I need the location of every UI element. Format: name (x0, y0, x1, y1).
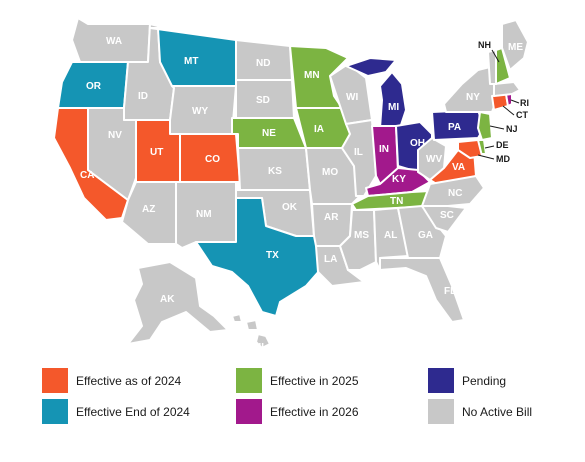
label-NY: NY (466, 92, 480, 103)
label-AR: AR (324, 212, 339, 223)
label-TX: TX (266, 250, 279, 261)
label-WY: WY (192, 106, 208, 117)
label-AK: AK (160, 294, 175, 305)
state-GA (397, 205, 447, 259)
label-IL: IL (354, 147, 363, 158)
label-KY: KY (392, 174, 406, 185)
leader-DE (484, 145, 495, 149)
label-AZ: AZ (142, 204, 155, 215)
leader-CT (502, 105, 515, 116)
label-MD: MD (496, 154, 510, 164)
state-TX (195, 197, 321, 317)
label-WV: WV (426, 154, 442, 165)
label-NM: NM (196, 209, 212, 220)
label-SC: SC (440, 210, 454, 221)
label-NV: NV (108, 130, 122, 141)
label-CT: CT (516, 110, 528, 120)
label-NC: NC (448, 188, 462, 199)
label-WA: WA (106, 36, 122, 47)
label-OH: OH (410, 138, 425, 149)
state-NH (495, 47, 511, 85)
label-LA: LA (324, 254, 337, 265)
label-AL: AL (384, 230, 397, 241)
label-CO: CO (205, 154, 220, 165)
label-UT: UT (150, 147, 163, 158)
label-MI: MI (388, 102, 399, 113)
state-AK (127, 261, 229, 345)
label-OR: OR (86, 81, 102, 92)
label-ND: ND (256, 58, 270, 69)
state-MD (457, 139, 483, 159)
label-GA: GA (418, 230, 433, 241)
label-PA: PA (448, 122, 461, 133)
leader-MD (477, 154, 495, 160)
state-labels: WA OR CA ID NV MT WY UT AZ CO NM ND SD N… (80, 36, 529, 353)
state-NJ (477, 111, 493, 141)
label-MN: MN (304, 70, 320, 81)
leader-RI (510, 99, 520, 104)
label-RI: RI (520, 98, 529, 108)
label-OK: OK (282, 202, 298, 213)
label-FL: FL (444, 286, 456, 297)
label-VA: VA (452, 162, 465, 173)
label-ME: ME (508, 42, 523, 53)
label-MT: MT (184, 56, 198, 67)
label-ID: ID (138, 91, 148, 102)
label-SD: SD (256, 95, 270, 106)
label-IA: IA (314, 124, 324, 135)
label-KS: KS (268, 166, 282, 177)
label-MO: MO (322, 167, 338, 178)
state-MA (493, 81, 521, 97)
label-DE: DE (496, 140, 509, 150)
state-SC (421, 205, 467, 233)
label-WI: WI (346, 92, 358, 103)
state-FL (379, 257, 465, 323)
label-TN: TN (390, 196, 403, 207)
state-MI-upper (345, 57, 397, 77)
label-NJ: NJ (506, 124, 518, 134)
label-IN: IN (379, 144, 389, 155)
label-NH: NH (478, 40, 491, 50)
leader-NH (491, 49, 500, 63)
label-MS: MS (354, 230, 369, 241)
state-HI (231, 313, 271, 349)
label-HI: HI (254, 342, 264, 353)
state-ME (501, 19, 529, 71)
label-CA: CA (80, 170, 94, 181)
label-NE: NE (262, 128, 276, 139)
leader-NJ (489, 125, 505, 130)
state-MI (379, 71, 407, 129)
